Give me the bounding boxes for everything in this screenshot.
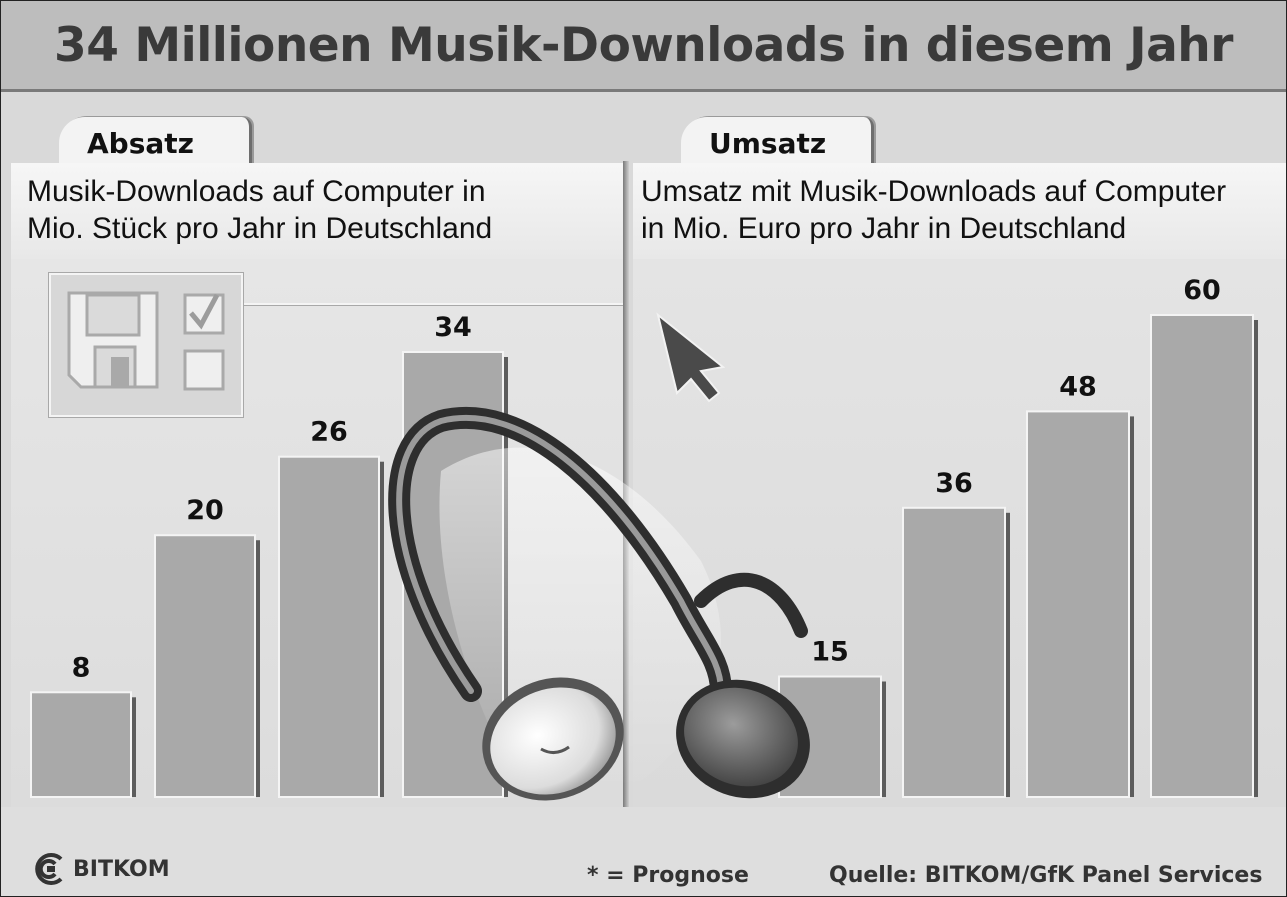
title-bar: 34 Millionen Musik-Downloads in diesem J… bbox=[1, 1, 1286, 92]
decorative-line bbox=[239, 303, 623, 305]
data-label: 15 bbox=[811, 637, 849, 668]
data-label: 48 bbox=[1059, 371, 1097, 402]
tab-umsatz: Umsatz bbox=[681, 117, 874, 165]
data-label: 36 bbox=[935, 468, 973, 499]
absatz-subtitle-line-1: Musik-Downloads auf Computer in bbox=[27, 175, 486, 208]
tab-umsatz-label: Umsatz bbox=[709, 127, 827, 160]
umsatz-subtitle-line-1: Umsatz mit Musik-Downloads auf Computer bbox=[641, 175, 1227, 208]
data-label: 60 bbox=[1183, 275, 1221, 306]
data-label: 20 bbox=[186, 495, 224, 526]
bar-2008 bbox=[1026, 410, 1130, 798]
bitkom-logo-text: BITKOM bbox=[73, 856, 170, 882]
umsatz-subtitle-line-2: in Mio. Euro pro Jahr in Deutschland bbox=[641, 212, 1127, 245]
umsatz-subtitle: Umsatz mit Musik-Downloads auf Computer … bbox=[641, 173, 1226, 247]
bar-2007 bbox=[902, 506, 1006, 798]
data-label: 34 bbox=[434, 312, 472, 343]
bar-2007 bbox=[154, 534, 256, 798]
absatz-subtitle-line-2: Mio. Stück pro Jahr in Deutschland bbox=[27, 212, 493, 245]
tab-absatz: Absatz bbox=[59, 117, 252, 165]
tab-absatz-label: Absatz bbox=[87, 127, 194, 160]
absatz-chart: 82006202007262008342009* bbox=[30, 312, 508, 844]
absatz-panel-header bbox=[11, 163, 623, 259]
bar-2009 bbox=[1150, 314, 1254, 798]
bar-2006 bbox=[30, 691, 132, 799]
umsatz-chart: 152006362007482008602009* bbox=[778, 275, 1258, 844]
checkbox-checked-icon bbox=[183, 293, 225, 335]
mouse-cursor-icon bbox=[656, 312, 726, 403]
checkbox-empty-icon bbox=[183, 349, 225, 391]
forecast-note: * = Prognose bbox=[587, 863, 749, 888]
data-label: 8 bbox=[72, 652, 91, 683]
page-title: 34 Millionen Musik-Downloads in diesem J… bbox=[54, 17, 1233, 73]
bitkom-logo-mark bbox=[35, 853, 63, 885]
umsatz-panel-header bbox=[633, 163, 1286, 259]
floppy-panel bbox=[48, 272, 244, 418]
bar-2008 bbox=[278, 455, 380, 798]
source-note: Quelle: BITKOM/GfK Panel Services bbox=[829, 863, 1263, 888]
headphones-icon bbox=[388, 406, 810, 801]
bitkom-logo: BITKOM bbox=[31, 849, 170, 889]
floppy-disk-icon bbox=[67, 291, 225, 391]
footer bbox=[1, 807, 1286, 896]
absatz-subtitle: Musik-Downloads auf Computer in Mio. Stü… bbox=[27, 173, 492, 247]
data-label: 26 bbox=[310, 417, 348, 448]
